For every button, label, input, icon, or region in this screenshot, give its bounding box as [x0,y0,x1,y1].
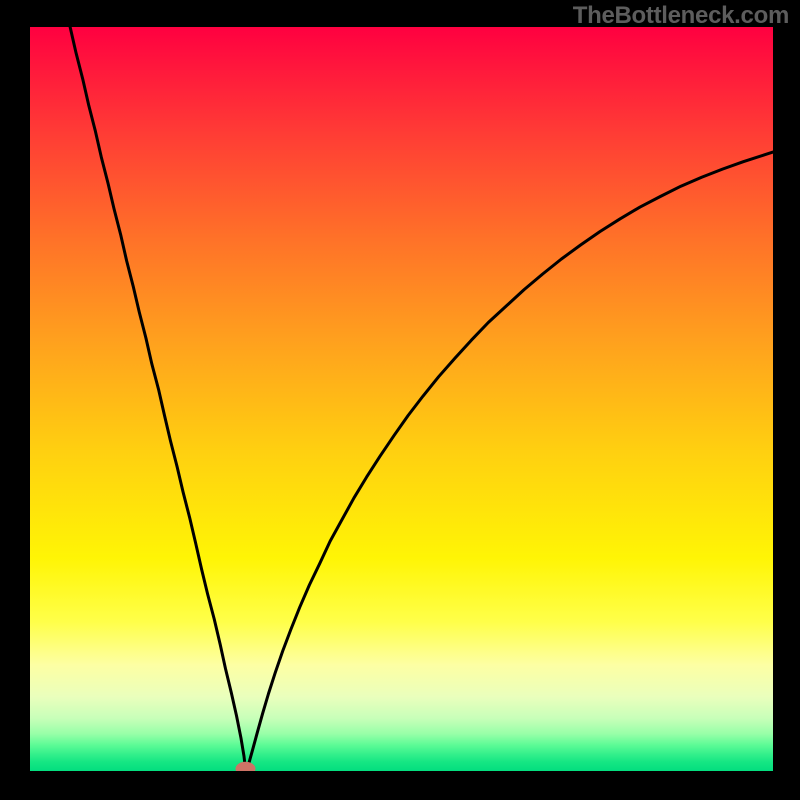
gradient-background [30,27,773,771]
watermark-text: TheBottleneck.com [573,2,789,30]
plot-area [30,27,773,771]
chart-canvas: TheBottleneck.com [0,0,800,800]
